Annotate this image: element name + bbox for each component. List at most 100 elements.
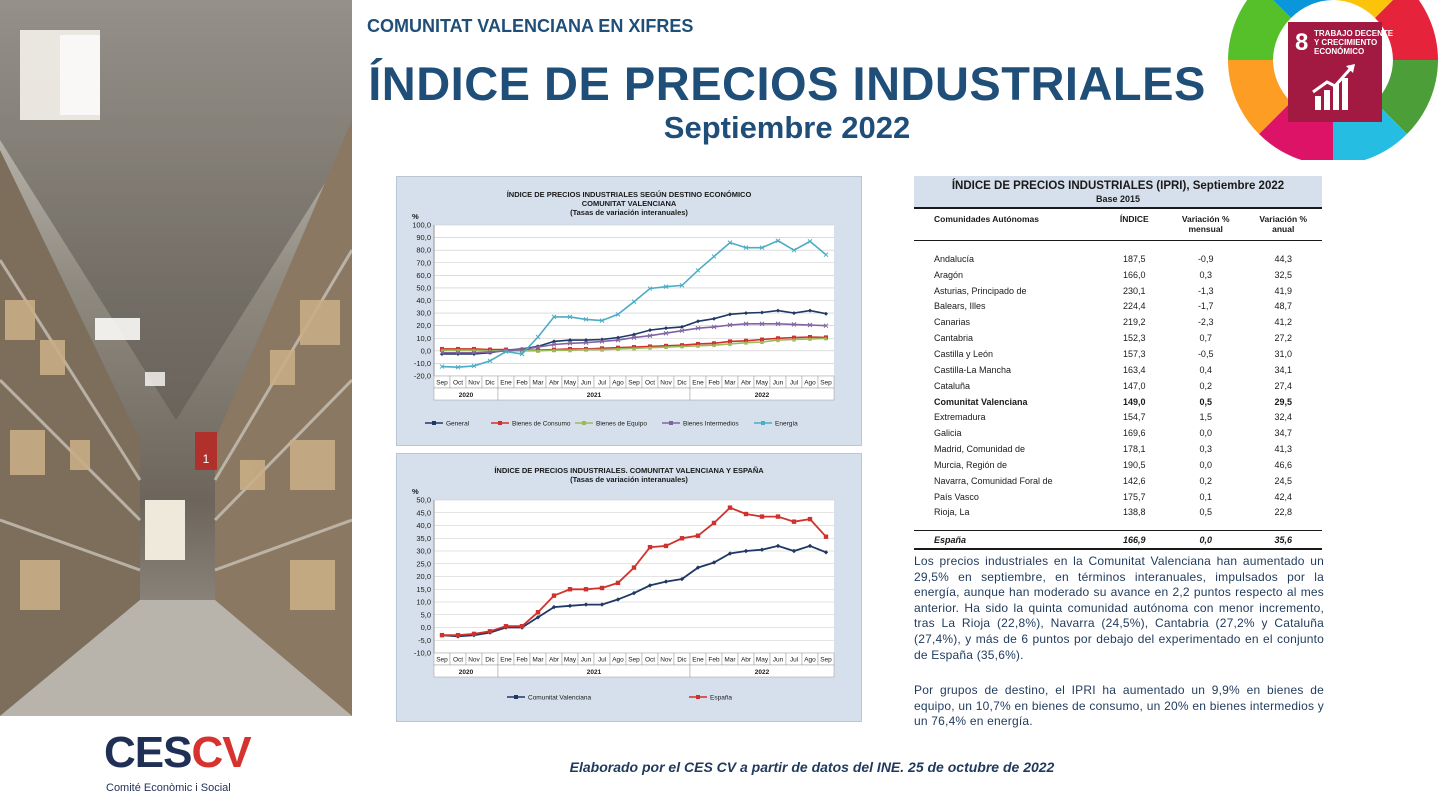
table-row: Comunitat Valenciana 149,0 0,5 29,5 xyxy=(914,394,1322,410)
data-point xyxy=(647,286,653,291)
data-point xyxy=(471,350,477,356)
annual-cell: 31,0 xyxy=(1274,348,1292,359)
monthly-cell: 0,0 xyxy=(1199,459,1212,470)
y-tick-label: 0,0 xyxy=(421,623,431,632)
x-tick-label: Ago xyxy=(804,380,816,387)
index-cell: 138,8 xyxy=(1123,507,1146,518)
summary-paragraph: Los precios industriales en la Comunitat… xyxy=(914,554,1324,662)
data-point xyxy=(711,254,717,259)
region-cell: Castilla y León xyxy=(934,348,994,359)
data-point xyxy=(664,345,668,350)
data-point xyxy=(568,348,572,353)
region-cell: Murcia, Región de xyxy=(934,459,1008,470)
col-region: Comunidades Autónomas xyxy=(914,209,1102,241)
x-tick-label: Ene xyxy=(500,380,512,387)
y-tick-label: 90,0 xyxy=(416,233,431,242)
y-tick-label: 60,0 xyxy=(416,271,431,280)
data-point xyxy=(791,548,797,554)
chart2-note: (Tasas de variación interanuales) xyxy=(570,475,688,484)
data-point xyxy=(711,560,717,565)
data-point xyxy=(551,342,557,347)
data-point xyxy=(599,602,605,607)
data-point xyxy=(663,543,669,549)
x-tick-label: Nov xyxy=(468,380,480,387)
region-cell: Canarias xyxy=(934,317,971,328)
x-tick-label: Nov xyxy=(660,380,672,387)
data-point xyxy=(631,335,637,340)
total-monthly-cell: 0,0 xyxy=(1166,530,1245,551)
y-tick-label: 35,0 xyxy=(416,534,431,543)
data-point xyxy=(615,337,621,343)
data-point xyxy=(759,321,765,327)
data-point xyxy=(631,299,637,305)
year-label: 2020 xyxy=(459,392,474,399)
x-tick-label: Jul xyxy=(790,657,799,664)
data-point xyxy=(439,364,445,369)
data-point xyxy=(663,330,669,336)
data-point xyxy=(807,543,813,549)
data-point xyxy=(552,348,556,353)
col-monthly: Variación % mensual xyxy=(1166,209,1245,241)
data-point xyxy=(632,346,636,351)
annual-cell: 44,3 xyxy=(1274,253,1292,264)
chart-cv-espana: ÍNDICE DE PRECIOS INDUSTRIALES. COMUNITA… xyxy=(396,453,862,722)
y-tick-label: -20,0 xyxy=(414,372,431,381)
data-point xyxy=(775,543,781,549)
y-tick-label: 30,0 xyxy=(416,309,431,318)
monthly-cell: 0,1 xyxy=(1199,491,1212,502)
x-tick-label: Feb xyxy=(708,657,720,664)
y-tick-label: 80,0 xyxy=(416,246,431,255)
x-tick-label: Feb xyxy=(516,657,528,664)
sdg-line1: TRABAJO DECENTE xyxy=(1314,29,1394,38)
monthly-cell: 0,7 xyxy=(1199,333,1212,344)
y-tick-label: 40,0 xyxy=(416,296,431,305)
data-point xyxy=(792,337,796,342)
data-point xyxy=(583,602,589,607)
region-cell: Andalucía xyxy=(934,253,975,264)
monthly-cell: 1,5 xyxy=(1199,412,1212,423)
table-row: Castilla y León 157,3 -0,5 31,0 xyxy=(914,346,1322,362)
table-row: País Vasco 175,7 0,1 42,4 xyxy=(914,489,1322,505)
data-point xyxy=(631,590,637,596)
legend-label: General xyxy=(446,421,470,428)
x-tick-label: Oct xyxy=(645,380,655,387)
col-index: ÍNDICE xyxy=(1101,209,1167,241)
data-point xyxy=(743,548,749,554)
data-point xyxy=(824,311,828,316)
data-point xyxy=(664,326,668,331)
monthly-cell: 0,4 xyxy=(1199,364,1212,375)
x-tick-label: Ene xyxy=(692,380,704,387)
data-point xyxy=(600,347,604,352)
data-point xyxy=(808,336,812,341)
data-point xyxy=(695,325,701,331)
kicker-label: COMUNITAT VALENCIANA EN XIFRES xyxy=(367,16,694,36)
data-point xyxy=(535,344,541,350)
x-tick-label: Ene xyxy=(692,657,704,664)
index-cell: 147,0 xyxy=(1123,380,1146,391)
data-point xyxy=(663,284,669,290)
monthly-cell: 0,3 xyxy=(1199,269,1212,280)
y-tick-label: 70,0 xyxy=(416,258,431,267)
index-cell: 190,5 xyxy=(1123,459,1146,470)
x-tick-label: Nov xyxy=(468,657,480,664)
data-point xyxy=(792,311,796,316)
data-point xyxy=(615,311,621,317)
monthly-cell: 0,5 xyxy=(1199,396,1212,407)
data-point xyxy=(679,328,685,334)
x-tick-label: Ago xyxy=(804,657,816,664)
year-label: 2021 xyxy=(587,669,602,676)
ipri-table: ÍNDICE DE PRECIOS INDUSTRIALES (IPRI), S… xyxy=(914,176,1322,551)
x-tick-label: Sep xyxy=(436,657,448,664)
data-point xyxy=(791,247,797,253)
y-tick-label: 10,0 xyxy=(416,598,431,607)
data-point xyxy=(679,283,685,288)
x-tick-label: Mar xyxy=(532,657,544,664)
data-point xyxy=(695,267,701,273)
data-point xyxy=(615,580,621,586)
monthly-cell: 0,5 xyxy=(1199,507,1212,518)
sdg-number: 8 xyxy=(1295,29,1308,56)
region-cell: Castilla-La Mancha xyxy=(934,364,1012,375)
data-point xyxy=(647,333,653,339)
chart1-note: (Tasas de variación interanuales) xyxy=(570,208,688,217)
annual-cell: 29,5 xyxy=(1274,396,1292,407)
